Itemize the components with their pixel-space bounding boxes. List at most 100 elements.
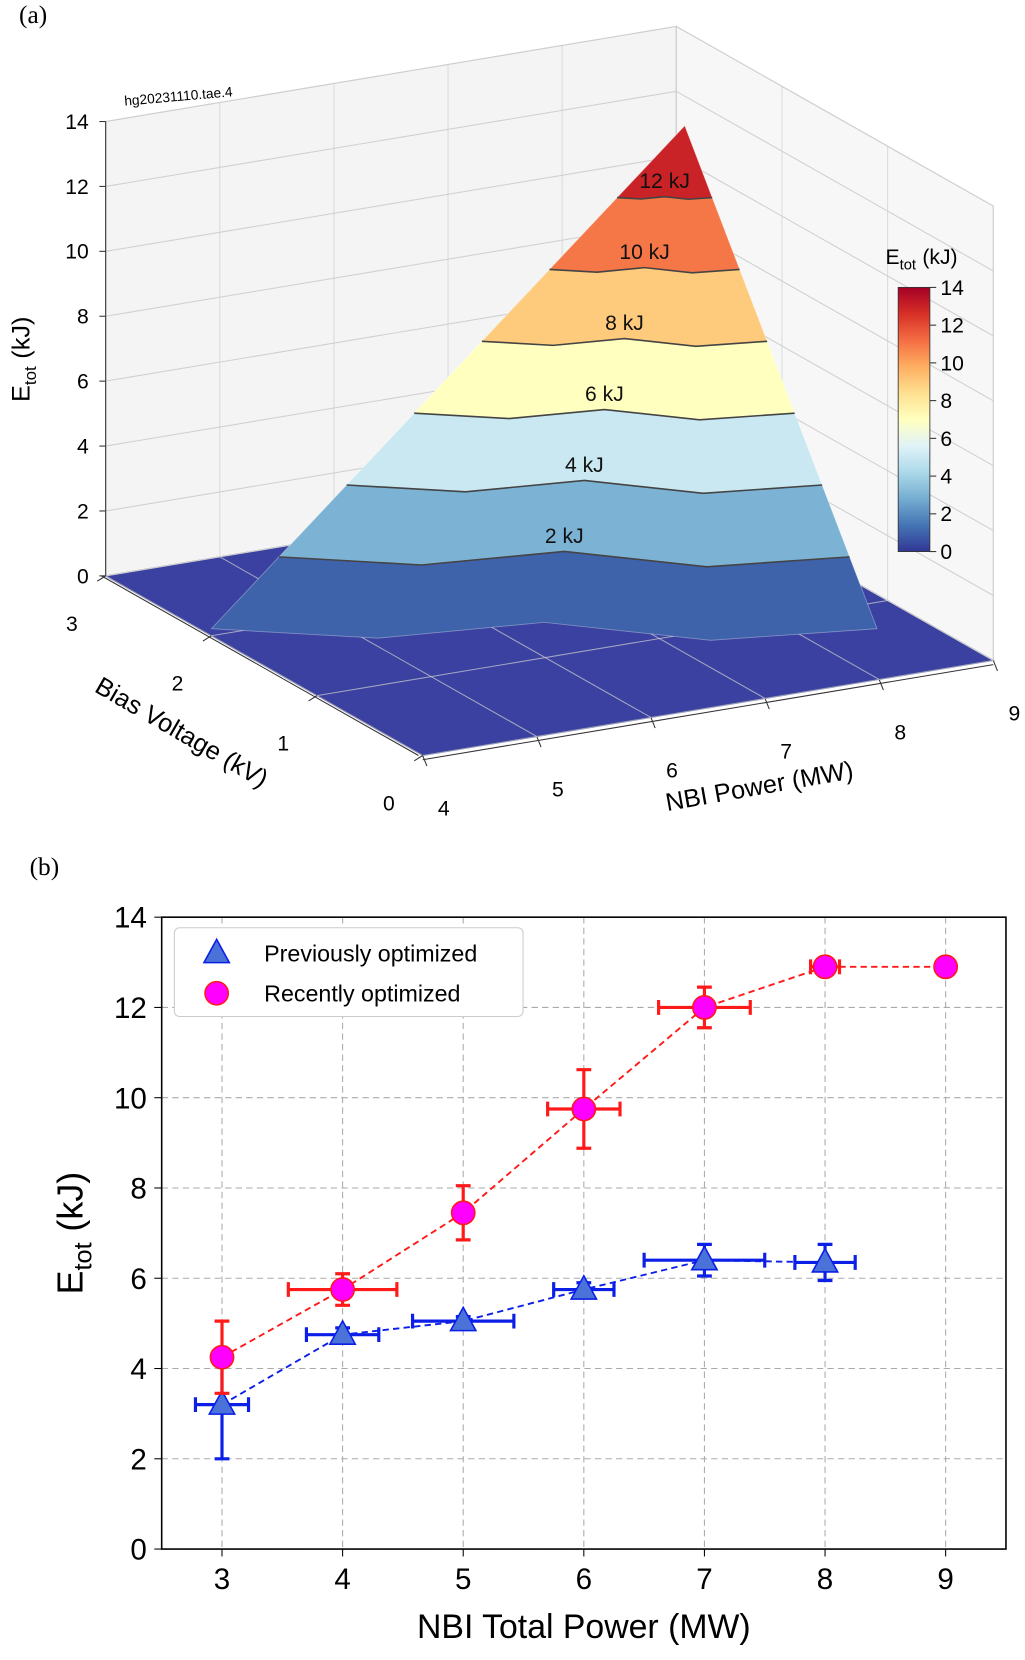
y-tick-label: 0 xyxy=(130,1534,146,1567)
y-tick-label: 12 xyxy=(114,992,147,1025)
contour-label: 8 kJ xyxy=(605,312,644,335)
y-tick-label: 2 xyxy=(130,1443,146,1476)
x-tick-label: 8 xyxy=(894,722,906,745)
data-point xyxy=(450,1200,476,1226)
y-tick xyxy=(308,695,318,702)
y-tick xyxy=(96,575,106,582)
label-sub: tot xyxy=(900,257,916,273)
x-tick-label: 7 xyxy=(780,741,792,764)
x-tick-label: 4 xyxy=(438,798,450,821)
x-axis-label: NBI Power (MW) xyxy=(663,756,855,817)
x-tick-label: 7 xyxy=(696,1563,712,1596)
z-tick-label: 2 xyxy=(77,500,89,523)
legend-label: Previously optimized xyxy=(264,941,477,967)
colorbar-tick-label: 10 xyxy=(940,352,964,375)
axis-label: Etot (kJ) xyxy=(885,246,957,273)
data-point xyxy=(690,1244,719,1271)
label-main: E xyxy=(8,385,36,402)
label-unit: (kJ) xyxy=(49,1172,90,1232)
y-tick-label: 14 xyxy=(114,902,147,935)
label-sub: tot xyxy=(69,1242,97,1270)
label-main: E xyxy=(49,1271,90,1295)
grid-line xyxy=(422,206,994,757)
x-axis-label: NBI Total Power (MW) xyxy=(417,1608,751,1646)
colorbar-tick-label: 0 xyxy=(940,541,952,564)
x-tick xyxy=(878,679,884,691)
contour-label: 10 kJ xyxy=(619,241,670,264)
data-point xyxy=(571,1096,597,1122)
contour-line xyxy=(278,550,850,568)
y-tick-label: 6 xyxy=(130,1263,146,1296)
z-tick-label: 12 xyxy=(65,176,89,199)
colorbar xyxy=(897,286,931,552)
y-tick-label: 1 xyxy=(277,733,289,756)
data-point xyxy=(812,954,838,980)
data-point xyxy=(933,954,959,980)
x-tick-label: 4 xyxy=(334,1563,350,1596)
z-tick-label: 6 xyxy=(77,371,89,394)
x-tick-label: 9 xyxy=(937,1563,953,1596)
y-tick-label: 10 xyxy=(114,1082,147,1115)
x-axis xyxy=(422,664,994,761)
contour-line xyxy=(617,195,713,201)
x-tick-label: 5 xyxy=(455,1563,471,1596)
contour-line xyxy=(414,408,795,421)
y-tick-label: 8 xyxy=(130,1173,146,1206)
axis-label: Etot (kJ) xyxy=(49,1172,97,1295)
grid-line xyxy=(316,146,889,697)
data-point xyxy=(207,1389,237,1415)
label-unit: (kJ) xyxy=(8,316,36,358)
colorbar-tick-label: 14 xyxy=(940,277,964,300)
x-tick-label: 6 xyxy=(576,1563,592,1596)
data-point xyxy=(330,1277,356,1302)
y-axis xyxy=(101,575,419,756)
data-point xyxy=(449,1305,478,1332)
x-tick xyxy=(650,717,656,729)
z-tick-label: 8 xyxy=(77,306,89,329)
axis-label: Etot (kJ) xyxy=(8,316,40,402)
colorbar-tick-label: 8 xyxy=(940,390,952,413)
contour-line xyxy=(481,337,768,348)
contour-label: 2 kJ xyxy=(545,525,584,548)
x-tick-label: 8 xyxy=(817,1563,833,1596)
x-tick-label: 5 xyxy=(552,779,564,802)
label-sub: tot xyxy=(21,366,40,385)
data-point xyxy=(692,995,717,1020)
legend-marker xyxy=(202,937,231,964)
colorbar-tick-label: 6 xyxy=(940,428,952,451)
contour-label: 12 kJ xyxy=(639,170,690,193)
x-tick-label: 6 xyxy=(666,760,678,783)
x-tick xyxy=(422,755,428,767)
contour-line xyxy=(346,479,823,495)
panel-label: (a) xyxy=(19,1,47,29)
x-tick xyxy=(992,660,998,672)
z-tick-label: 10 xyxy=(65,241,89,264)
data-point xyxy=(811,1247,840,1273)
contour-label: 6 kJ xyxy=(585,383,624,406)
legend-marker xyxy=(204,980,230,1006)
label-unit: (kJ) xyxy=(922,246,957,269)
panel-label: (b) xyxy=(30,853,60,881)
y-tick-label: 0 xyxy=(383,792,395,815)
data-point xyxy=(209,1344,235,1370)
y-tick-label: 3 xyxy=(66,613,78,636)
y-tick-label: 2 xyxy=(172,673,184,696)
y-tick-label: 4 xyxy=(130,1353,146,1386)
colorbar-tick-label: 2 xyxy=(940,503,952,526)
x-tick xyxy=(764,698,770,710)
legend-label: Recently optimized xyxy=(264,981,460,1007)
x-tick xyxy=(536,736,542,748)
legend-box xyxy=(173,927,524,1018)
label-main: E xyxy=(885,246,899,269)
contour-line xyxy=(549,266,740,274)
x-tick-label: 3 xyxy=(214,1563,230,1596)
z-tick-label: 4 xyxy=(77,435,89,458)
z-tick-label: 0 xyxy=(77,565,89,588)
series-line xyxy=(221,1259,826,1406)
z-tick-label: 14 xyxy=(65,111,89,134)
x-tick-label: 9 xyxy=(1009,703,1021,726)
contour-label: 4 kJ xyxy=(565,454,604,477)
colorbar-tick-label: 12 xyxy=(940,315,964,338)
